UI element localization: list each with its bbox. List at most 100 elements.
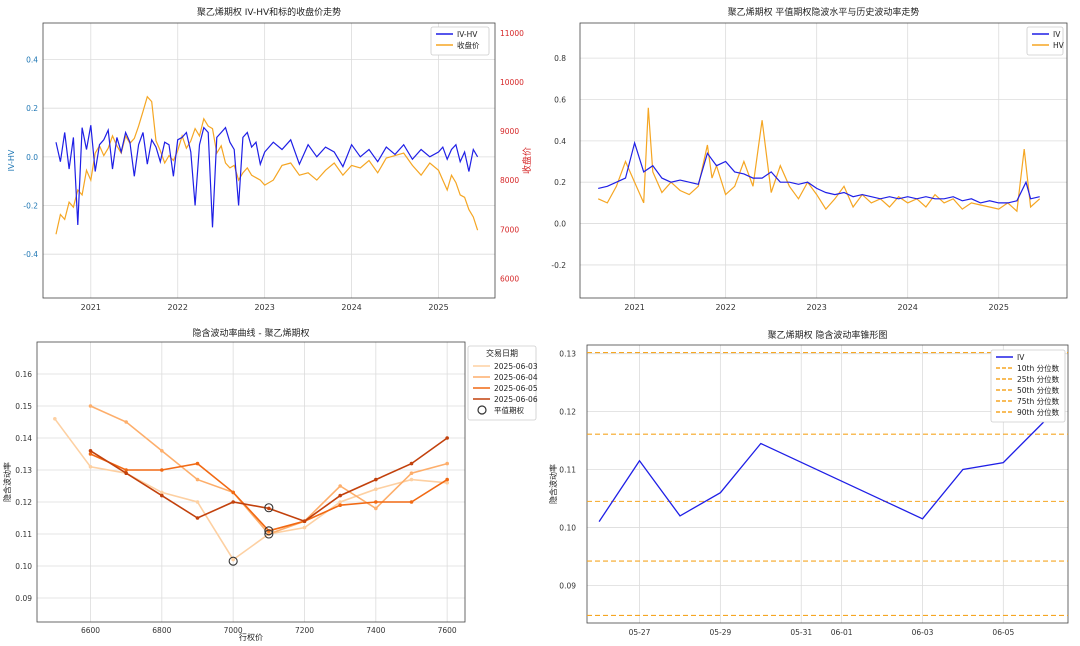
iv-line (598, 421, 1045, 522)
y-tick-label: 0.2 (554, 178, 566, 187)
y-tick-label: 0.12 (15, 498, 32, 507)
y-tick-label: -0.2 (551, 261, 566, 270)
legend-label: 2025-06-06 (494, 395, 538, 404)
iv-curve-point (409, 461, 414, 466)
y-axis-label: 隐含波动率 (548, 464, 558, 504)
plot-frame (42, 22, 496, 299)
y-tick-label: 0.10 (15, 562, 32, 571)
iv-curve-point (231, 500, 235, 504)
iv-curve-point (88, 465, 93, 469)
x-axis-label: 行权价 (239, 632, 263, 642)
x-tick-label: 6600 (81, 626, 100, 635)
x-tick-label: 05-29 (709, 628, 731, 637)
iv-curve-point (88, 449, 93, 453)
y-tick-label: 0.0 (554, 220, 566, 229)
y-tick-label: 0.10 (559, 523, 576, 532)
plot-frame (586, 344, 1069, 624)
atm-option-marker (228, 556, 238, 566)
legend-label: 75th 分位数 (1017, 396, 1060, 406)
y-right-axis-label: 收盘价 (521, 147, 533, 174)
x-tick-label: 06-01 (831, 628, 853, 637)
x-tick-label: 2023 (254, 303, 274, 312)
iv-curve-point (374, 500, 378, 504)
iv-curve-point (195, 500, 200, 504)
x-tick-label: 05-31 (790, 628, 812, 637)
y-tick-label: 0.09 (559, 581, 576, 590)
y-left-axis-label: IV-HV (7, 149, 16, 171)
y-tick-label: 0.15 (15, 402, 32, 411)
y-left-tick-label: -0.4 (23, 250, 38, 259)
legend-label: 平值期权 (494, 405, 524, 415)
iv-curve-point (445, 436, 449, 440)
iv-curve-point (195, 516, 200, 520)
iv-curve-point (231, 557, 235, 562)
iv-curve-point (374, 506, 378, 511)
y-tick-label: 0.4 (554, 137, 566, 146)
legend-label: 收盘价 (457, 40, 480, 50)
atm-option-marker (264, 526, 274, 536)
y-tick-label: 0.14 (15, 434, 32, 443)
y-tick-label: 0.12 (559, 408, 576, 417)
iv-curve-point (160, 490, 164, 495)
iv-curve-point (53, 417, 57, 421)
y-right-tick-label: 8000 (500, 176, 519, 185)
legend-label: 50th 分位数 (1017, 385, 1060, 395)
y-axis-label: 隐含波动率 (2, 462, 12, 502)
iv-curve-point (338, 493, 342, 498)
y-left-tick-label: 0.0 (26, 153, 38, 162)
legend-label: IV (1017, 353, 1025, 362)
y-tick-label: 0.6 (554, 96, 566, 105)
iv-curve-point (302, 525, 307, 530)
legend-label: 90th 分位数 (1017, 407, 1060, 417)
y-right-tick-label: 6000 (500, 274, 519, 283)
legend-label: 2025-06-03 (494, 362, 538, 371)
iv-curve-point (338, 484, 342, 488)
y-tick-label: 0.11 (15, 530, 32, 539)
x-tick-label: 2024 (898, 303, 918, 312)
iv-curve-point (124, 420, 128, 424)
iv-curve-point (160, 468, 164, 472)
legend-label: IV (1053, 30, 1061, 39)
hv-line (597, 107, 1041, 213)
y-tick-label: 0.11 (559, 466, 576, 475)
iv-curve-point (267, 506, 271, 511)
chart-title: 聚乙烯期权 平值期权隐波水平与历史波动率走势 (728, 6, 920, 18)
legend-label: IV-HV (457, 30, 478, 39)
x-tick-label: 2025 (989, 303, 1009, 312)
iv-curve-point (374, 487, 378, 491)
chart-title: 聚乙烯期权 隐含波动率锥形图 (768, 329, 888, 341)
x-tick-label: 06-05 (992, 628, 1014, 637)
y-right-tick-label: 9000 (500, 127, 519, 136)
legend-box (467, 345, 537, 421)
iv-cone-chart-panel: 聚乙烯期权 隐含波动率锥形图 05-27 05-29 05-31 06-01 06-03 0… (540, 323, 1080, 646)
iv-line (598, 140, 1040, 204)
y-right-tick-label: 7000 (500, 225, 519, 234)
x-tick-label: 7600 (438, 626, 457, 635)
y-tick-label: 0.09 (15, 594, 32, 603)
iv-curve-point (160, 449, 164, 453)
x-tick-label: 6800 (152, 626, 171, 635)
iv-curve-point (302, 519, 307, 523)
x-tick-label: 2023 (806, 303, 826, 312)
chart-title: 聚乙烯期权 IV-HV和标的收盘价走势 (197, 6, 341, 18)
y-tick-label: 0.8 (554, 54, 566, 63)
iv-curve-point (160, 493, 164, 498)
x-tick-label: 7400 (366, 626, 385, 635)
y-right-tick-label: 11000 (500, 29, 524, 38)
y-tick-label: 0.13 (559, 350, 576, 359)
y-left-tick-label: -0.2 (23, 202, 38, 211)
legend-label: 2025-06-05 (494, 384, 538, 393)
y-tick-label: 0.13 (15, 466, 32, 475)
x-tick-label: 7200 (295, 626, 314, 635)
y-left-tick-label: 0.4 (26, 56, 38, 65)
iv-curve-point (88, 452, 93, 456)
iv-curve-point (445, 461, 449, 466)
legend-label: HV (1053, 41, 1065, 50)
iv-curve-point (409, 471, 414, 475)
iv-curve-point (124, 468, 128, 472)
legend-label: 2025-06-04 (494, 373, 538, 382)
chart-title: 隐含波动率曲线 - 聚乙烯期权 (193, 327, 310, 339)
x-tick-label: 05-27 (629, 628, 651, 637)
x-tick-label: 2024 (341, 303, 361, 312)
y-tick-label: 0.16 (15, 370, 32, 379)
